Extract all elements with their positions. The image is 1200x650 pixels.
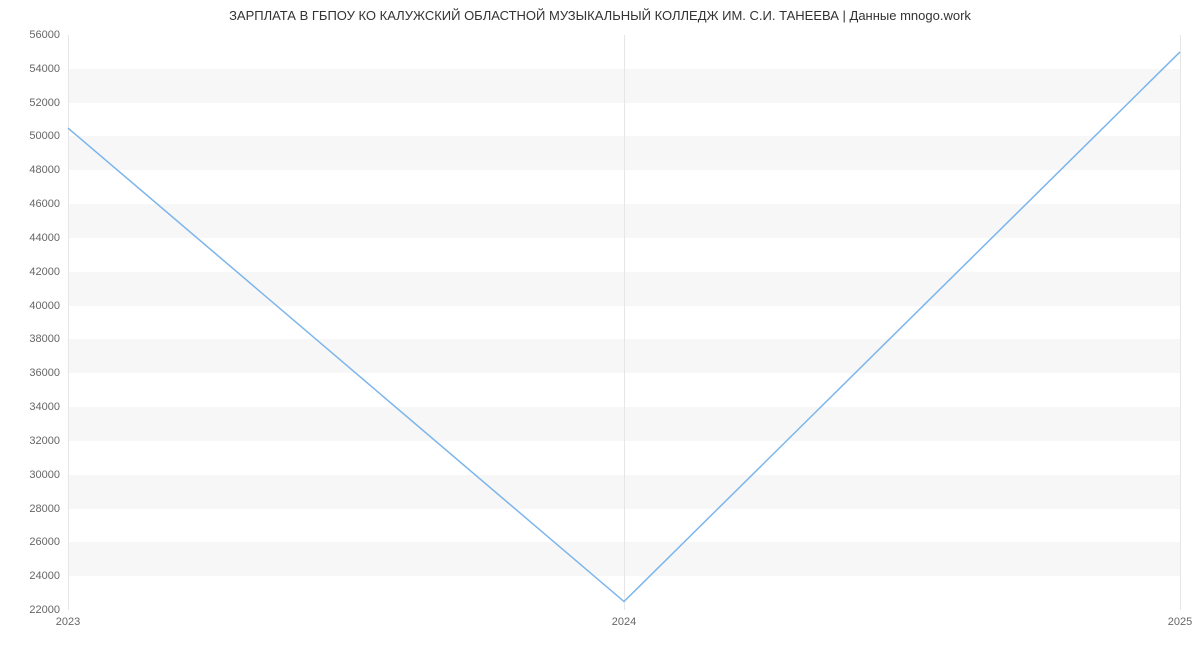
y-axis-label: 56000 [29, 29, 60, 41]
series-layer [68, 35, 1180, 610]
y-axis-label: 36000 [29, 367, 60, 379]
plot-area: 2200024000260002800030000320003400036000… [68, 35, 1180, 610]
y-axis-label: 40000 [29, 300, 60, 312]
y-axis-label: 32000 [29, 435, 60, 447]
y-axis-label: 28000 [29, 503, 60, 515]
y-axis-label: 34000 [29, 401, 60, 413]
y-axis-label: 38000 [29, 333, 60, 345]
y-axis-label: 24000 [29, 570, 60, 582]
y-axis-label: 22000 [29, 604, 60, 616]
y-axis-label: 42000 [29, 266, 60, 278]
y-axis-label: 54000 [29, 63, 60, 75]
y-axis-label: 30000 [29, 469, 60, 481]
series-line [68, 52, 1180, 602]
x-axis-label: 2023 [56, 616, 80, 628]
y-axis-label: 26000 [29, 536, 60, 548]
x-gridline [1180, 35, 1181, 610]
chart-title: ЗАРПЛАТА В ГБПОУ КО КАЛУЖСКИЙ ОБЛАСТНОЙ … [0, 8, 1200, 23]
x-axis-label: 2024 [612, 616, 636, 628]
x-axis-label: 2025 [1168, 616, 1192, 628]
y-axis-label: 52000 [29, 97, 60, 109]
y-axis-label: 44000 [29, 232, 60, 244]
y-axis-label: 50000 [29, 130, 60, 142]
y-axis-label: 48000 [29, 164, 60, 176]
y-axis-label: 46000 [29, 198, 60, 210]
salary-line-chart: ЗАРПЛАТА В ГБПОУ КО КАЛУЖСКИЙ ОБЛАСТНОЙ … [0, 0, 1200, 650]
